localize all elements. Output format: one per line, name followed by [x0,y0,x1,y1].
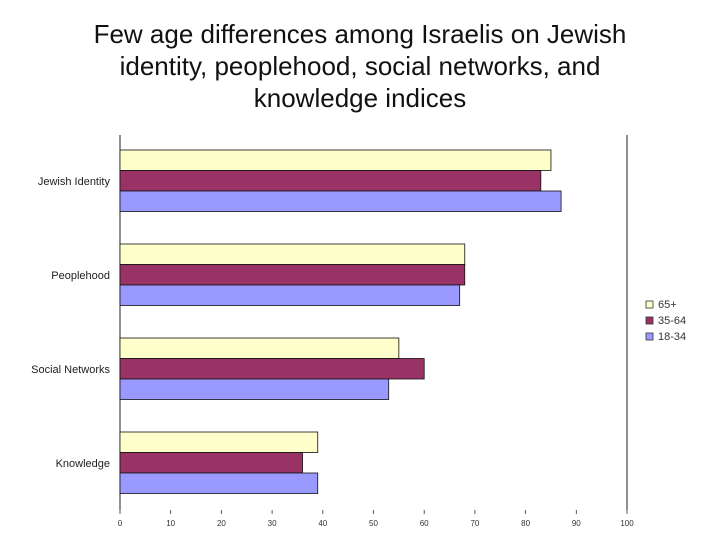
bar-social-networks-18-34 [119,378,390,400]
x-tick-label: 20 [217,519,226,528]
category-label: Peoplehood [51,270,110,282]
category-label: Knowledge [56,458,110,470]
x-tick-label: 100 [620,519,634,528]
x-tick-label: 90 [572,519,581,528]
x-tick-label: 60 [420,519,429,528]
bar-peoplehood-65plus [119,243,466,265]
bar-social-networks-35-64 [119,358,425,380]
x-tick-label: 70 [470,519,479,528]
category-label: Social Networks [31,364,110,376]
x-tick-label: 10 [166,519,175,528]
legend-label: 18-34 [658,331,686,343]
chart-title-line-2: identity, peoplehood, social networks, a… [119,51,601,81]
x-axis-ticks: 0 10 20 30 40 50 60 70 80 90 100 [118,510,634,528]
chart-title-line-3: knowledge indices [253,83,467,113]
bar-jewish-identity-65plus [119,149,552,171]
x-tick-label: 0 [118,519,123,528]
x-tick-label: 40 [318,519,327,528]
legend-swatch [645,332,654,341]
bar-jewish-identity-35-64 [119,170,542,192]
legend: 65+ 35-64 18-34 [645,299,686,343]
legend-label: 65+ [658,299,677,311]
category-label: Jewish Identity [38,176,111,188]
category-labels: Jewish Identity Peoplehood Social Networks… [31,176,110,470]
chart-title: Few age differences among Israelis on Je… [40,18,680,114]
bar-social-networks-65plus [119,337,400,359]
x-tick-label: 80 [521,519,530,528]
legend-swatch [645,316,654,325]
x-tick-label: 50 [369,519,378,528]
bar-peoplehood-18-34 [119,284,461,306]
chart-bars [119,149,562,494]
bar-knowledge-65plus [119,431,319,453]
legend-swatch [645,300,654,309]
bar-peoplehood-35-64 [119,264,466,286]
bar-knowledge-18-34 [119,472,319,494]
bar-jewish-identity-18-34 [119,190,562,212]
bar-knowledge-35-64 [119,452,303,474]
chart-title-line-1: Few age differences among Israelis on Je… [93,19,627,49]
legend-label: 35-64 [658,315,686,327]
x-tick-label: 30 [268,519,277,528]
